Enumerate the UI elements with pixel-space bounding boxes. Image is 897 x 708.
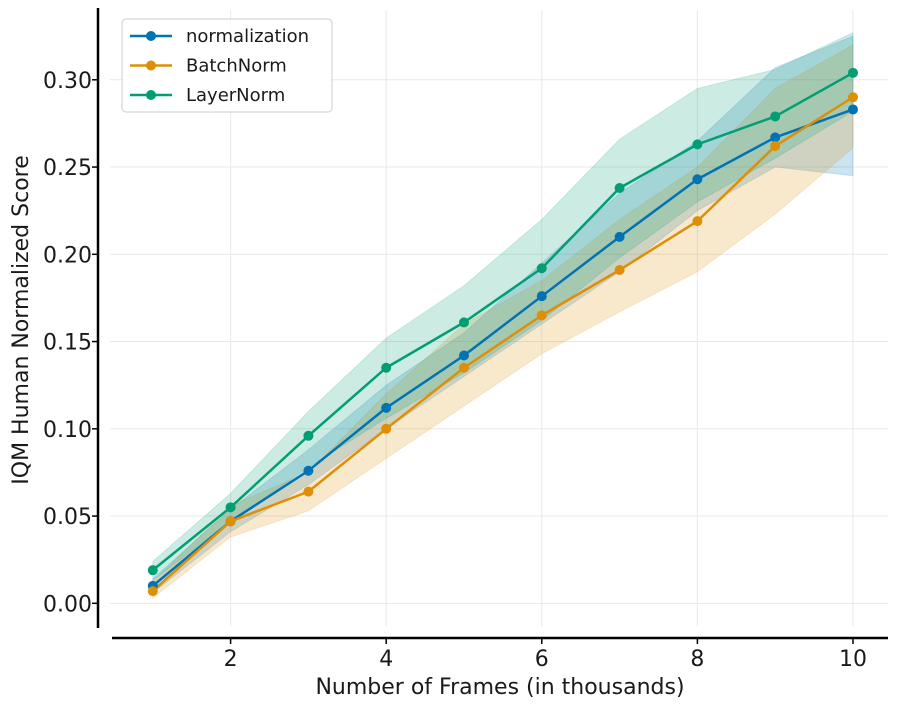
layernorm-point: [770, 111, 781, 122]
layernorm-point: [536, 263, 547, 274]
layernorm-point: [692, 139, 703, 150]
batchnorm-point: [458, 362, 469, 373]
y-axis-title: IQM Human Normalized Score: [9, 155, 34, 484]
batchnorm-point: [692, 216, 703, 227]
normalization-point: [303, 465, 314, 476]
layernorm-line: [152, 71, 854, 572]
layernorm-point: [614, 182, 625, 193]
layernorm-point: [381, 362, 392, 373]
legend-box: [121, 18, 333, 113]
normalization-point: [381, 402, 392, 413]
x-tick-label: 10: [839, 647, 867, 672]
x-axis-ticks: 2 4 6 8 10: [224, 638, 867, 672]
legend-layernorm-label: LayerNorm: [186, 85, 285, 106]
normalization-point: [692, 174, 703, 185]
y-tick-label: 0.05: [43, 505, 92, 530]
legend-batchnorm-label: BatchNorm: [186, 56, 287, 77]
normalization-point: [770, 132, 781, 143]
x-tick-label: 8: [690, 647, 704, 672]
x-tick-label: 4: [379, 647, 393, 672]
layernorm-point: [458, 317, 469, 328]
batchnorm-line: [151, 96, 854, 593]
x-tick-label: 6: [535, 647, 549, 672]
legend-layernorm-marker: [146, 90, 156, 100]
batchnorm-point: [225, 516, 236, 527]
batchnorm-point: [381, 423, 392, 434]
normalization-point: [536, 291, 547, 302]
confidence-bands: [152, 31, 854, 600]
layernorm-band: [152, 31, 854, 582]
legend-normalization-marker: [146, 31, 156, 41]
layernorm-point: [847, 67, 858, 78]
y-tick-label: 0.10: [43, 418, 92, 443]
batchnorm-point: [614, 265, 625, 276]
x-axis-title: Number of Frames (in thousands): [315, 675, 684, 700]
legend-items: normalization BatchNorm LayerNorm: [130, 26, 309, 106]
y-tick-label: 0.20: [43, 243, 92, 268]
y-tick-label: 0.00: [43, 592, 92, 617]
batchnorm-point: [770, 141, 781, 152]
batchnorm-point: [303, 486, 314, 497]
series-lines: [151, 71, 854, 593]
normalization-point: [614, 231, 625, 242]
batchnorm-point: [147, 586, 158, 597]
y-axis-ticks: 0.00 0.05 0.10 0.15 0.20 0.25 0.30: [43, 69, 98, 617]
y-tick-label: 0.30: [43, 69, 92, 94]
batchnorm-point: [847, 92, 858, 103]
legend-batchnorm-marker: [146, 60, 156, 71]
normalization-line: [151, 108, 854, 587]
normalization-point: [847, 104, 858, 115]
x-tick-label: 2: [224, 647, 238, 672]
batchnorm-point: [536, 310, 547, 321]
y-tick-label: 0.15: [43, 331, 92, 356]
y-tick-label: 0.25: [43, 156, 92, 181]
normalization-point: [458, 350, 469, 361]
series-points: [147, 67, 858, 597]
batchnorm-band: [152, 44, 854, 600]
layernorm-point: [303, 430, 314, 441]
legend-normalization-label: normalization: [186, 26, 309, 47]
layernorm-point: [225, 502, 236, 513]
legend: normalization BatchNorm LayerNorm: [121, 18, 333, 113]
layernorm-point: [147, 565, 158, 576]
